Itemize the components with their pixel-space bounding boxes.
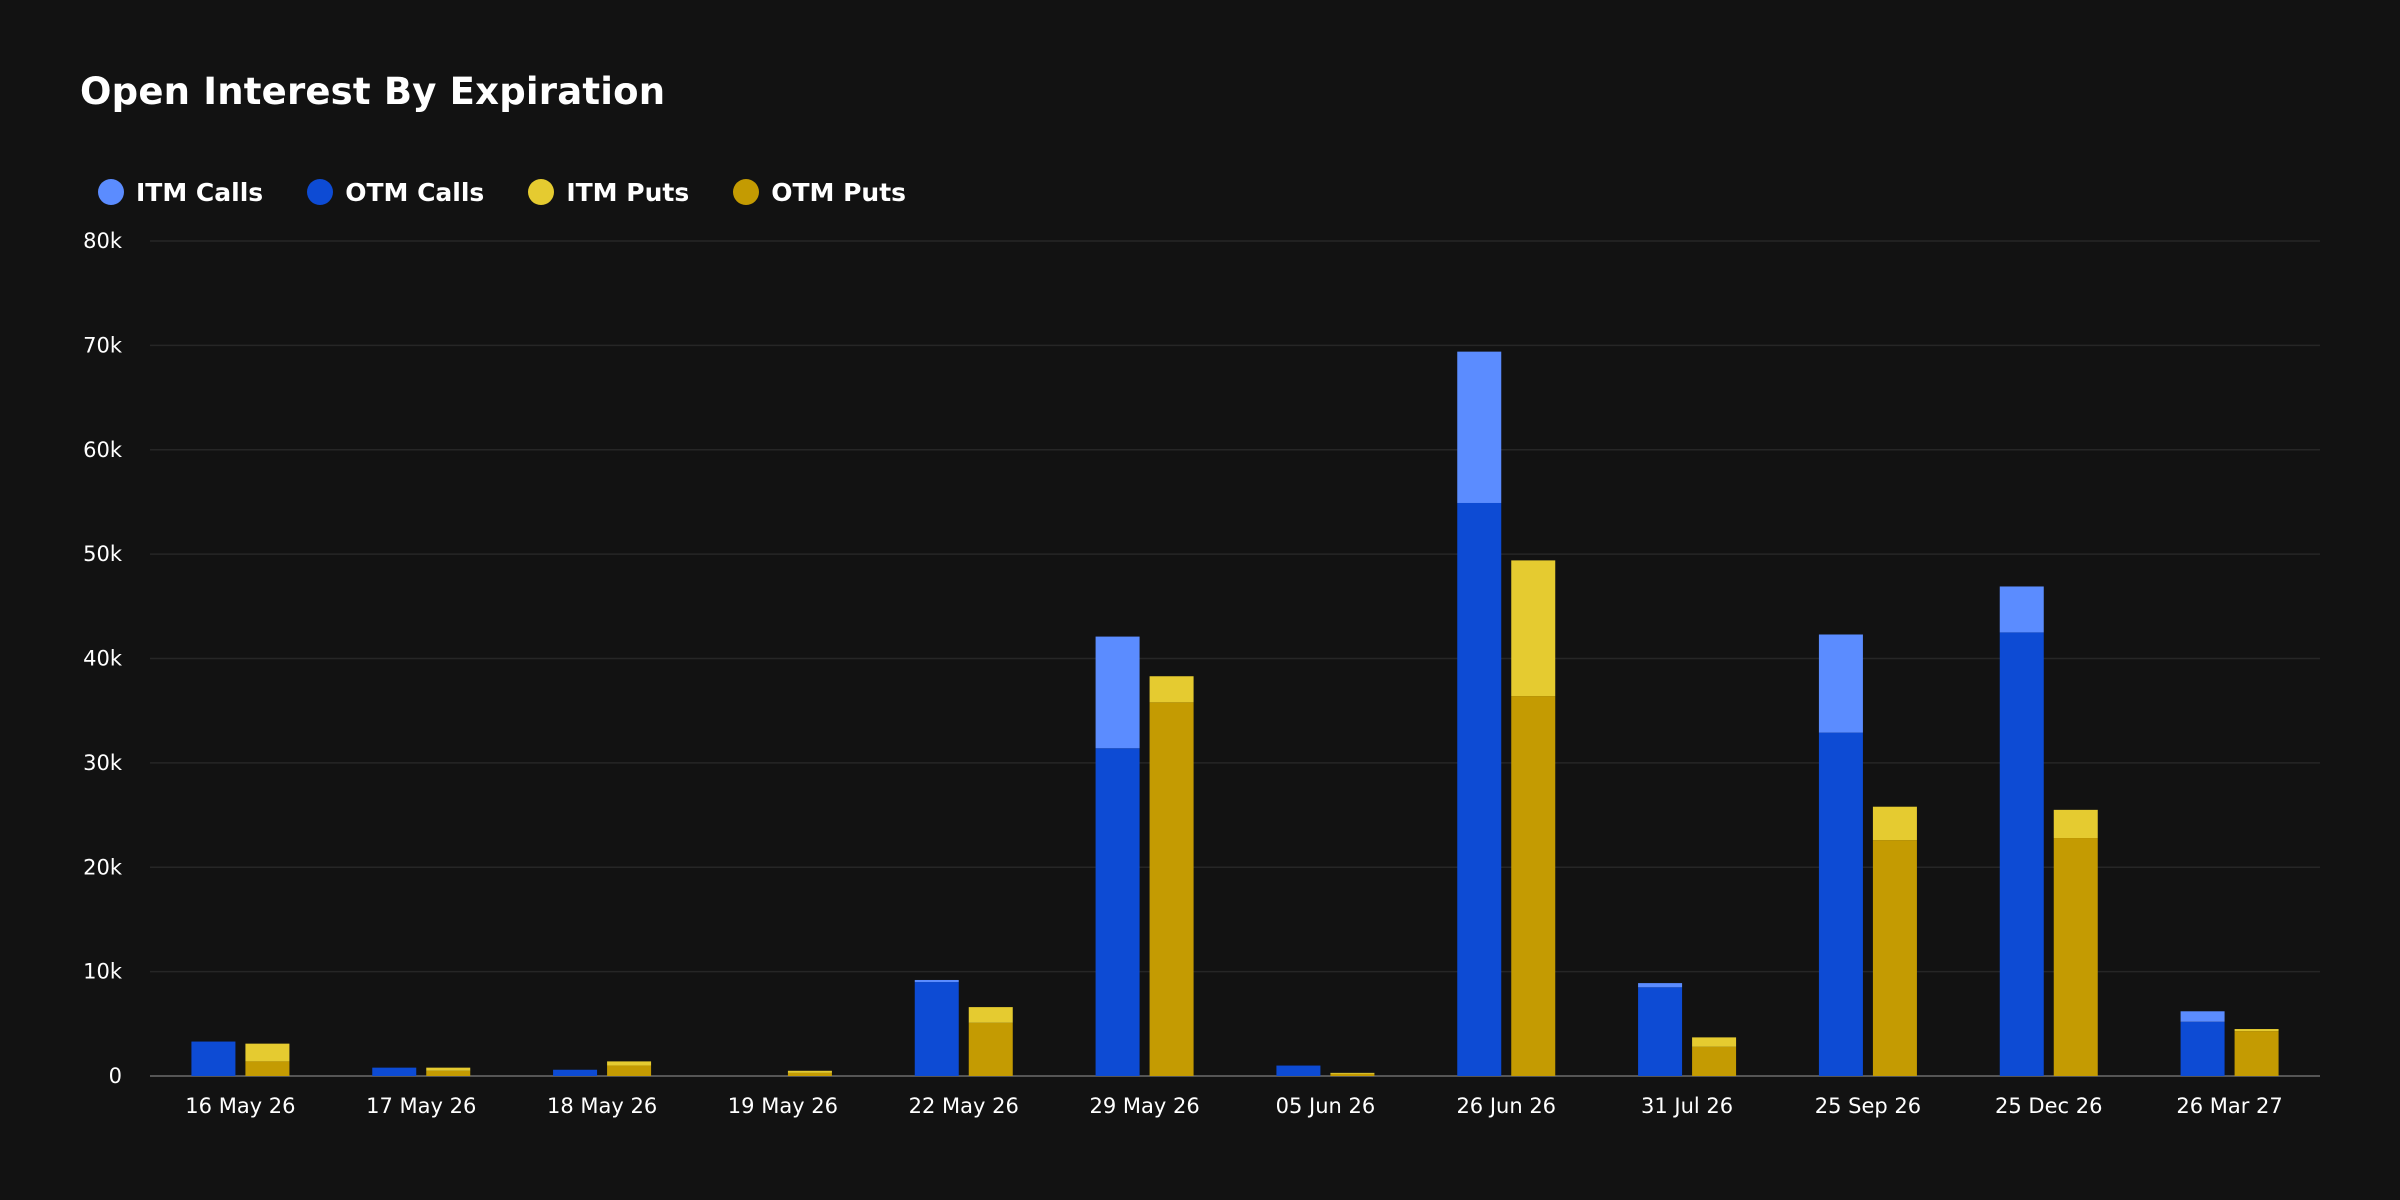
bar-itm-calls bbox=[1457, 351, 1502, 503]
x-tick-label: 22 May 26 bbox=[909, 1094, 1019, 1118]
x-tick-label: 18 May 26 bbox=[547, 1094, 657, 1118]
y-tick-label: 20k bbox=[83, 855, 123, 879]
bar-otm-puts bbox=[1149, 702, 1194, 1076]
x-tick-label: 31 Jul 26 bbox=[1641, 1094, 1733, 1118]
bar-otm-puts bbox=[1692, 1046, 1737, 1076]
legend-item-otm-puts[interactable]: OTM Puts bbox=[733, 178, 906, 207]
bar-otm-calls bbox=[553, 1069, 598, 1076]
bar-otm-calls bbox=[1999, 632, 2044, 1076]
bar-itm-puts bbox=[1330, 1072, 1375, 1074]
bar-otm-puts bbox=[2053, 838, 2098, 1076]
bar-otm-calls bbox=[1276, 1065, 1321, 1076]
legend-swatch-itm-calls bbox=[98, 179, 124, 205]
bar-otm-puts bbox=[607, 1065, 652, 1076]
bar-otm-puts bbox=[1511, 696, 1556, 1076]
legend-label-otm-calls: OTM Calls bbox=[345, 177, 485, 207]
bar-otm-puts bbox=[968, 1022, 1013, 1076]
legend-label-otm-puts: OTM Puts bbox=[771, 177, 907, 207]
y-tick-label: 50k bbox=[83, 542, 123, 566]
bar-otm-puts bbox=[1330, 1073, 1375, 1076]
bar-otm-puts bbox=[1872, 840, 1917, 1076]
bar-itm-puts bbox=[245, 1043, 290, 1062]
y-tick-label: 30k bbox=[83, 751, 123, 775]
bar-otm-calls bbox=[1818, 732, 1863, 1076]
bar-itm-calls bbox=[1999, 586, 2044, 633]
x-tick-label: 25 Sep 26 bbox=[1815, 1094, 1921, 1118]
bar-itm-calls bbox=[1818, 634, 1863, 733]
y-tick-label: 60k bbox=[83, 438, 123, 462]
bar-itm-puts bbox=[1149, 676, 1194, 703]
bar-otm-puts bbox=[245, 1061, 290, 1076]
bar-itm-calls bbox=[2180, 1011, 2225, 1022]
bar-itm-calls bbox=[914, 979, 959, 983]
bar-itm-puts bbox=[1511, 560, 1556, 697]
bar-itm-calls bbox=[1095, 636, 1140, 749]
y-tick-label: 80k bbox=[83, 229, 123, 253]
x-tick-label: 26 Mar 27 bbox=[2176, 1094, 2282, 1118]
legend-item-itm-calls[interactable]: ITM Calls bbox=[98, 178, 263, 207]
bar-otm-puts bbox=[787, 1072, 832, 1076]
bar-itm-puts bbox=[1692, 1037, 1737, 1047]
bar-otm-puts bbox=[426, 1070, 471, 1076]
bar-itm-calls bbox=[1638, 983, 1683, 988]
bar-otm-calls bbox=[191, 1041, 236, 1076]
x-tick-label: 26 Jun 26 bbox=[1456, 1094, 1556, 1118]
bar-otm-calls bbox=[1638, 987, 1683, 1076]
bar-otm-calls bbox=[914, 982, 959, 1076]
bar-itm-puts bbox=[426, 1067, 471, 1071]
y-tick-label: 70k bbox=[83, 333, 123, 357]
x-tick-label: 29 May 26 bbox=[1089, 1094, 1199, 1118]
legend-swatch-itm-puts bbox=[528, 179, 555, 205]
bar-itm-puts bbox=[1872, 806, 1917, 841]
y-tick-label: 0 bbox=[109, 1064, 122, 1088]
x-tick-label: 19 May 26 bbox=[728, 1094, 838, 1118]
y-tick-label: 10k bbox=[83, 960, 123, 984]
bar-itm-puts bbox=[2053, 809, 2098, 839]
bar-itm-puts bbox=[2234, 1029, 2279, 1032]
y-tick-label: 40k bbox=[83, 647, 123, 671]
legend-swatch-otm-calls bbox=[307, 179, 334, 205]
legend-item-otm-calls[interactable]: OTM Calls bbox=[307, 178, 484, 207]
chart-legend: ITM Calls OTM Calls ITM Puts OTM Puts bbox=[98, 174, 950, 210]
bar-otm-puts bbox=[2234, 1031, 2279, 1076]
bar-itm-puts bbox=[607, 1061, 652, 1066]
x-tick-label: 25 Dec 26 bbox=[1995, 1094, 2102, 1118]
legend-label-itm-calls: ITM Calls bbox=[136, 177, 264, 207]
x-tick-label: 17 May 26 bbox=[366, 1094, 476, 1118]
bar-itm-puts bbox=[787, 1070, 832, 1073]
chart-title: Open Interest By Expiration bbox=[80, 70, 666, 113]
x-tick-label: 05 Jun 26 bbox=[1276, 1094, 1376, 1118]
bar-otm-calls bbox=[372, 1067, 417, 1076]
bar-otm-calls bbox=[2180, 1021, 2225, 1076]
bar-otm-calls bbox=[1457, 502, 1502, 1076]
bar-itm-puts bbox=[968, 1007, 1013, 1023]
legend-label-itm-puts: ITM Puts bbox=[566, 177, 690, 207]
legend-swatch-otm-puts bbox=[733, 179, 760, 205]
bar-otm-calls bbox=[1095, 748, 1140, 1076]
legend-item-itm-puts[interactable]: ITM Puts bbox=[528, 178, 689, 207]
x-tick-label: 16 May 26 bbox=[185, 1094, 295, 1118]
